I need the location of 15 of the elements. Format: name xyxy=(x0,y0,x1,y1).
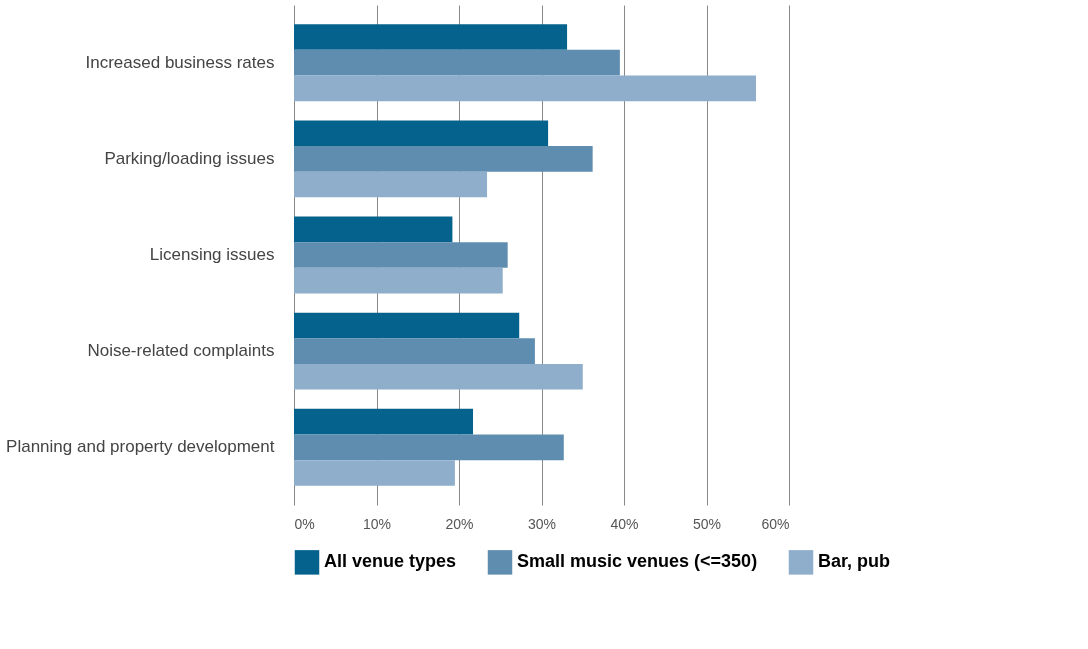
legend-label: Small music venues (<=350) xyxy=(517,551,758,572)
legend-label: All venue types xyxy=(324,551,457,572)
x-tick-label: 10% xyxy=(362,515,392,532)
y-tick-label: Parking/loading issues xyxy=(104,148,275,168)
x-tick-label: 60% xyxy=(761,515,790,532)
x-tick-label: 40% xyxy=(610,515,639,532)
x-tick-label: 20% xyxy=(445,515,474,532)
x-tick-label: 0% xyxy=(294,515,315,532)
x-tick-label: 30% xyxy=(527,515,557,532)
x-tick-label: 50% xyxy=(692,515,722,532)
y-tick-label: Increased business rates xyxy=(85,52,275,72)
y-tick-label: Licensing issues xyxy=(149,245,275,264)
y-tick-label: Planning and property development xyxy=(6,437,275,457)
y-tick-label: Noise-related complaints xyxy=(87,341,275,361)
legend-label: Bar, pub xyxy=(818,551,891,572)
